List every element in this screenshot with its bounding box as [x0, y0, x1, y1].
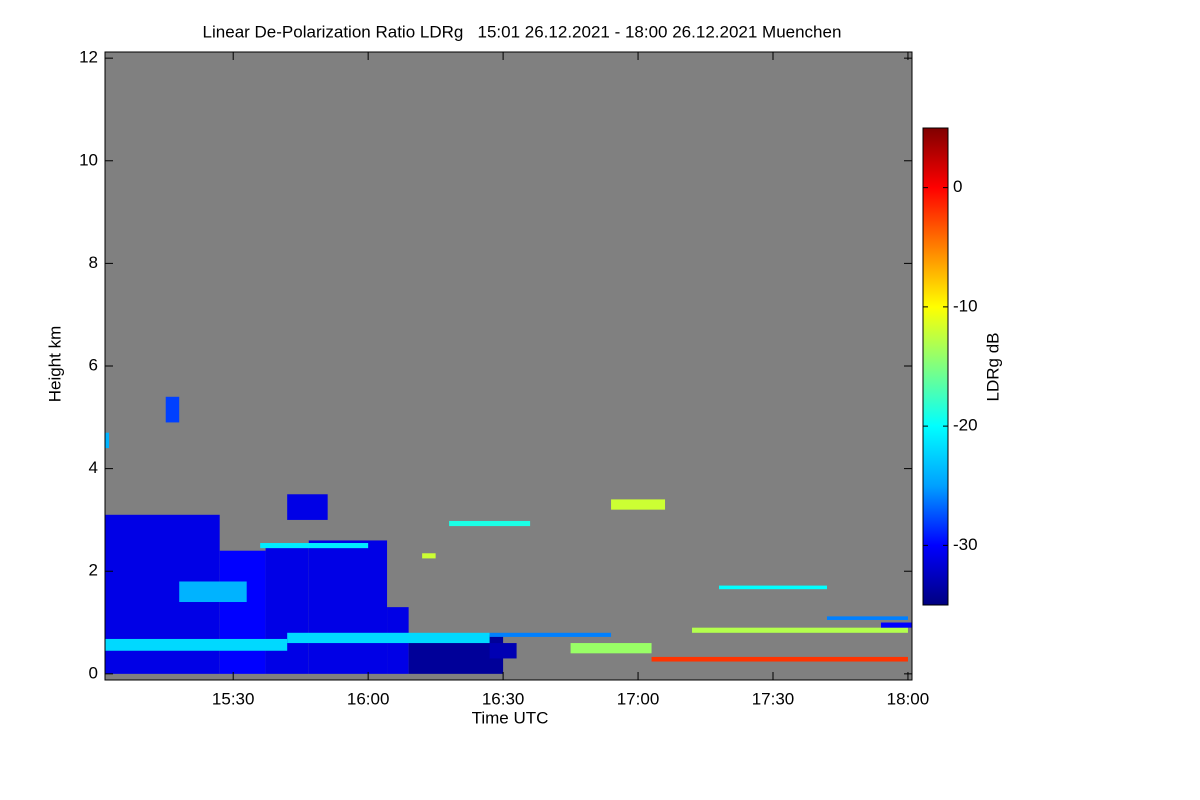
x-tick-label: 16:30 — [482, 689, 525, 708]
heatmap-cell — [219, 550, 266, 674]
heatmap-cell — [611, 499, 666, 510]
y-tick-label: 0 — [89, 663, 98, 682]
heatmap-cell — [105, 432, 110, 449]
heatmap-cell — [692, 627, 908, 633]
y-axis-label: Height km — [45, 326, 64, 403]
heatmap-cell — [651, 656, 908, 662]
heatmap-cell — [260, 543, 369, 549]
colorbar-label: LDRg dB — [983, 333, 1002, 402]
x-tick-label: 17:00 — [617, 689, 660, 708]
heatmap-cell — [265, 545, 309, 674]
colorbar — [922, 127, 949, 606]
chart-title: Linear De-Polarization Ratio LDRg 15:01 … — [203, 22, 842, 41]
x-tick-label: 15:30 — [212, 689, 255, 708]
y-tick-label: 6 — [89, 355, 98, 374]
colorbar-tick-label: 0 — [953, 177, 962, 196]
heatmap-cell — [570, 643, 652, 654]
heatmap-cell — [287, 632, 490, 644]
heatmap-cell — [165, 396, 180, 423]
heatmap-cell — [308, 540, 388, 674]
y-tick-label: 2 — [89, 561, 98, 580]
x-tick-label: 16:00 — [347, 689, 390, 708]
heatmap-cell — [422, 553, 436, 559]
y-tick-label: 12 — [79, 48, 98, 67]
x-tick-label: 17:30 — [752, 689, 795, 708]
colorbar-tick-label: -10 — [953, 296, 978, 315]
heatmap-cell — [489, 632, 612, 637]
heatmap-cell — [179, 581, 247, 603]
x-tick-label: 18:00 — [887, 689, 930, 708]
heatmap-cell — [105, 638, 288, 651]
heatmap-cell — [489, 643, 517, 659]
heatmap-cell — [880, 622, 912, 628]
heatmap-cell — [287, 494, 328, 520]
colorbar-tick-label: -30 — [953, 535, 978, 554]
y-tick-label: 4 — [89, 458, 98, 477]
y-tick-label: 8 — [89, 253, 98, 272]
heatmap-cell — [719, 585, 827, 590]
heatmap-cell — [449, 520, 531, 527]
heatmap-cell — [826, 616, 908, 620]
y-tick-label: 10 — [79, 150, 98, 169]
colorbar-tick-label: -20 — [953, 416, 978, 435]
x-axis-label: Time UTC — [472, 708, 549, 727]
